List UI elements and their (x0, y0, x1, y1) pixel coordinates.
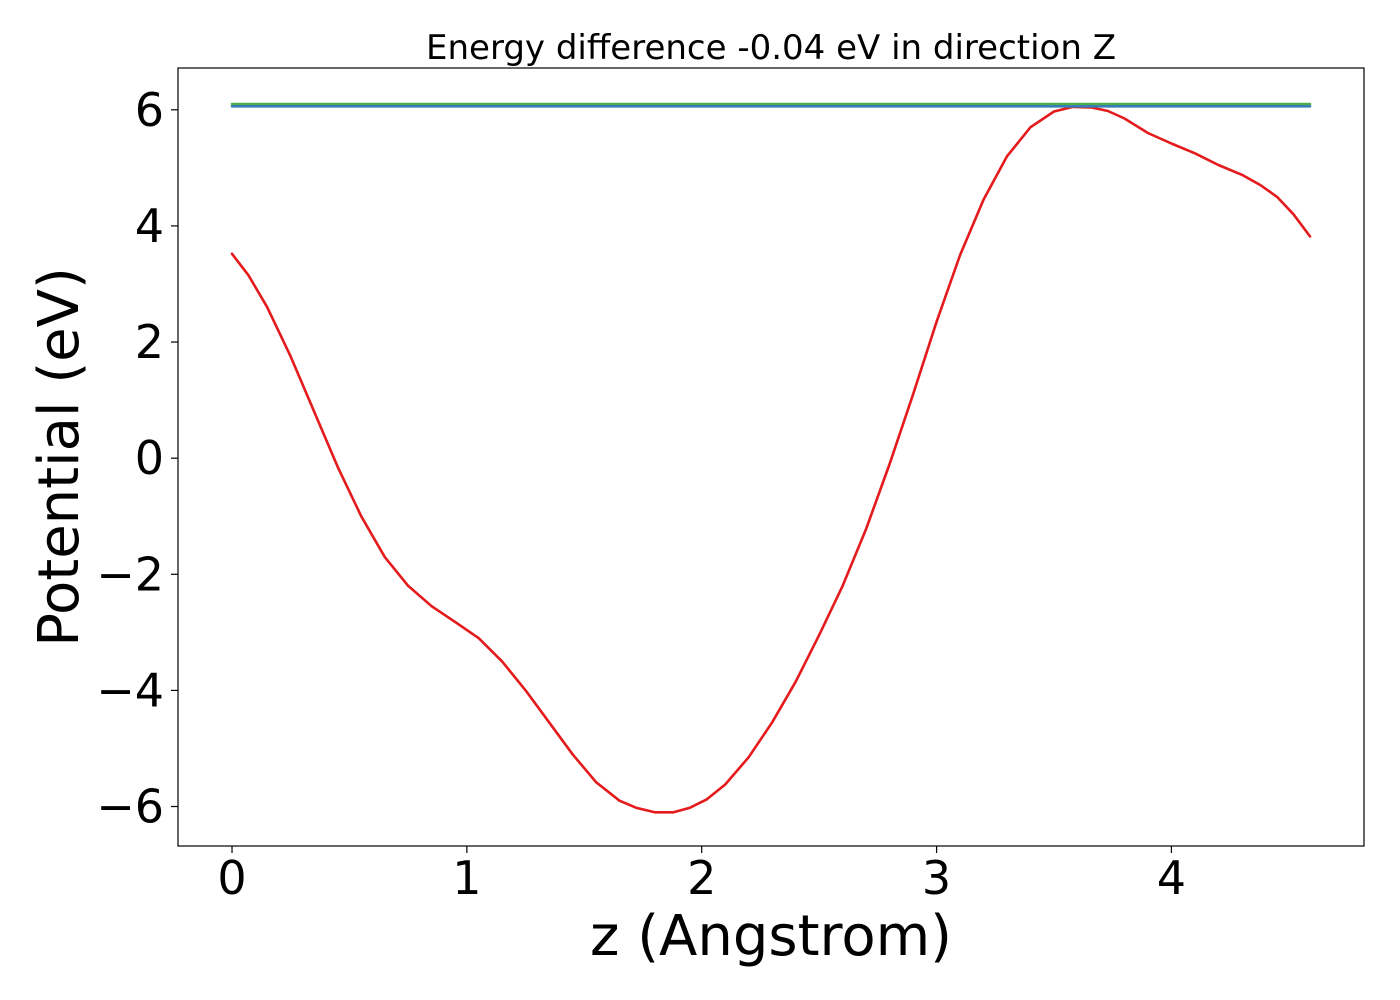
chart-title: Energy difference -0.04 eV in direction … (426, 28, 1116, 68)
x-tick-label: 3 (922, 851, 951, 905)
x-tick-label: 2 (687, 851, 716, 905)
x-tick-label: 0 (217, 851, 246, 905)
y-tick-label: 2 (135, 315, 164, 369)
series-layer (230, 102, 1312, 814)
y-tick-label: 0 (135, 431, 164, 485)
x-tick-label: 4 (1157, 851, 1186, 905)
x-tick-label: 1 (452, 851, 481, 905)
y-tick-label: −4 (96, 663, 164, 717)
y-tick-label: 6 (135, 83, 164, 137)
y-tick-label: −2 (96, 547, 164, 601)
y-axis-label: Potential (eV) (27, 267, 92, 647)
y-axis: −6 −4 −2 0 2 4 6 (96, 83, 178, 834)
x-axis: 0 1 2 3 4 (217, 846, 1186, 905)
x-axis-label: z (Angstrom) (590, 904, 952, 969)
y-tick-label: 4 (135, 199, 164, 253)
series-line-1 (230, 105, 1312, 814)
y-tick-label: −6 (96, 780, 164, 834)
axes-frame (177, 67, 1365, 847)
